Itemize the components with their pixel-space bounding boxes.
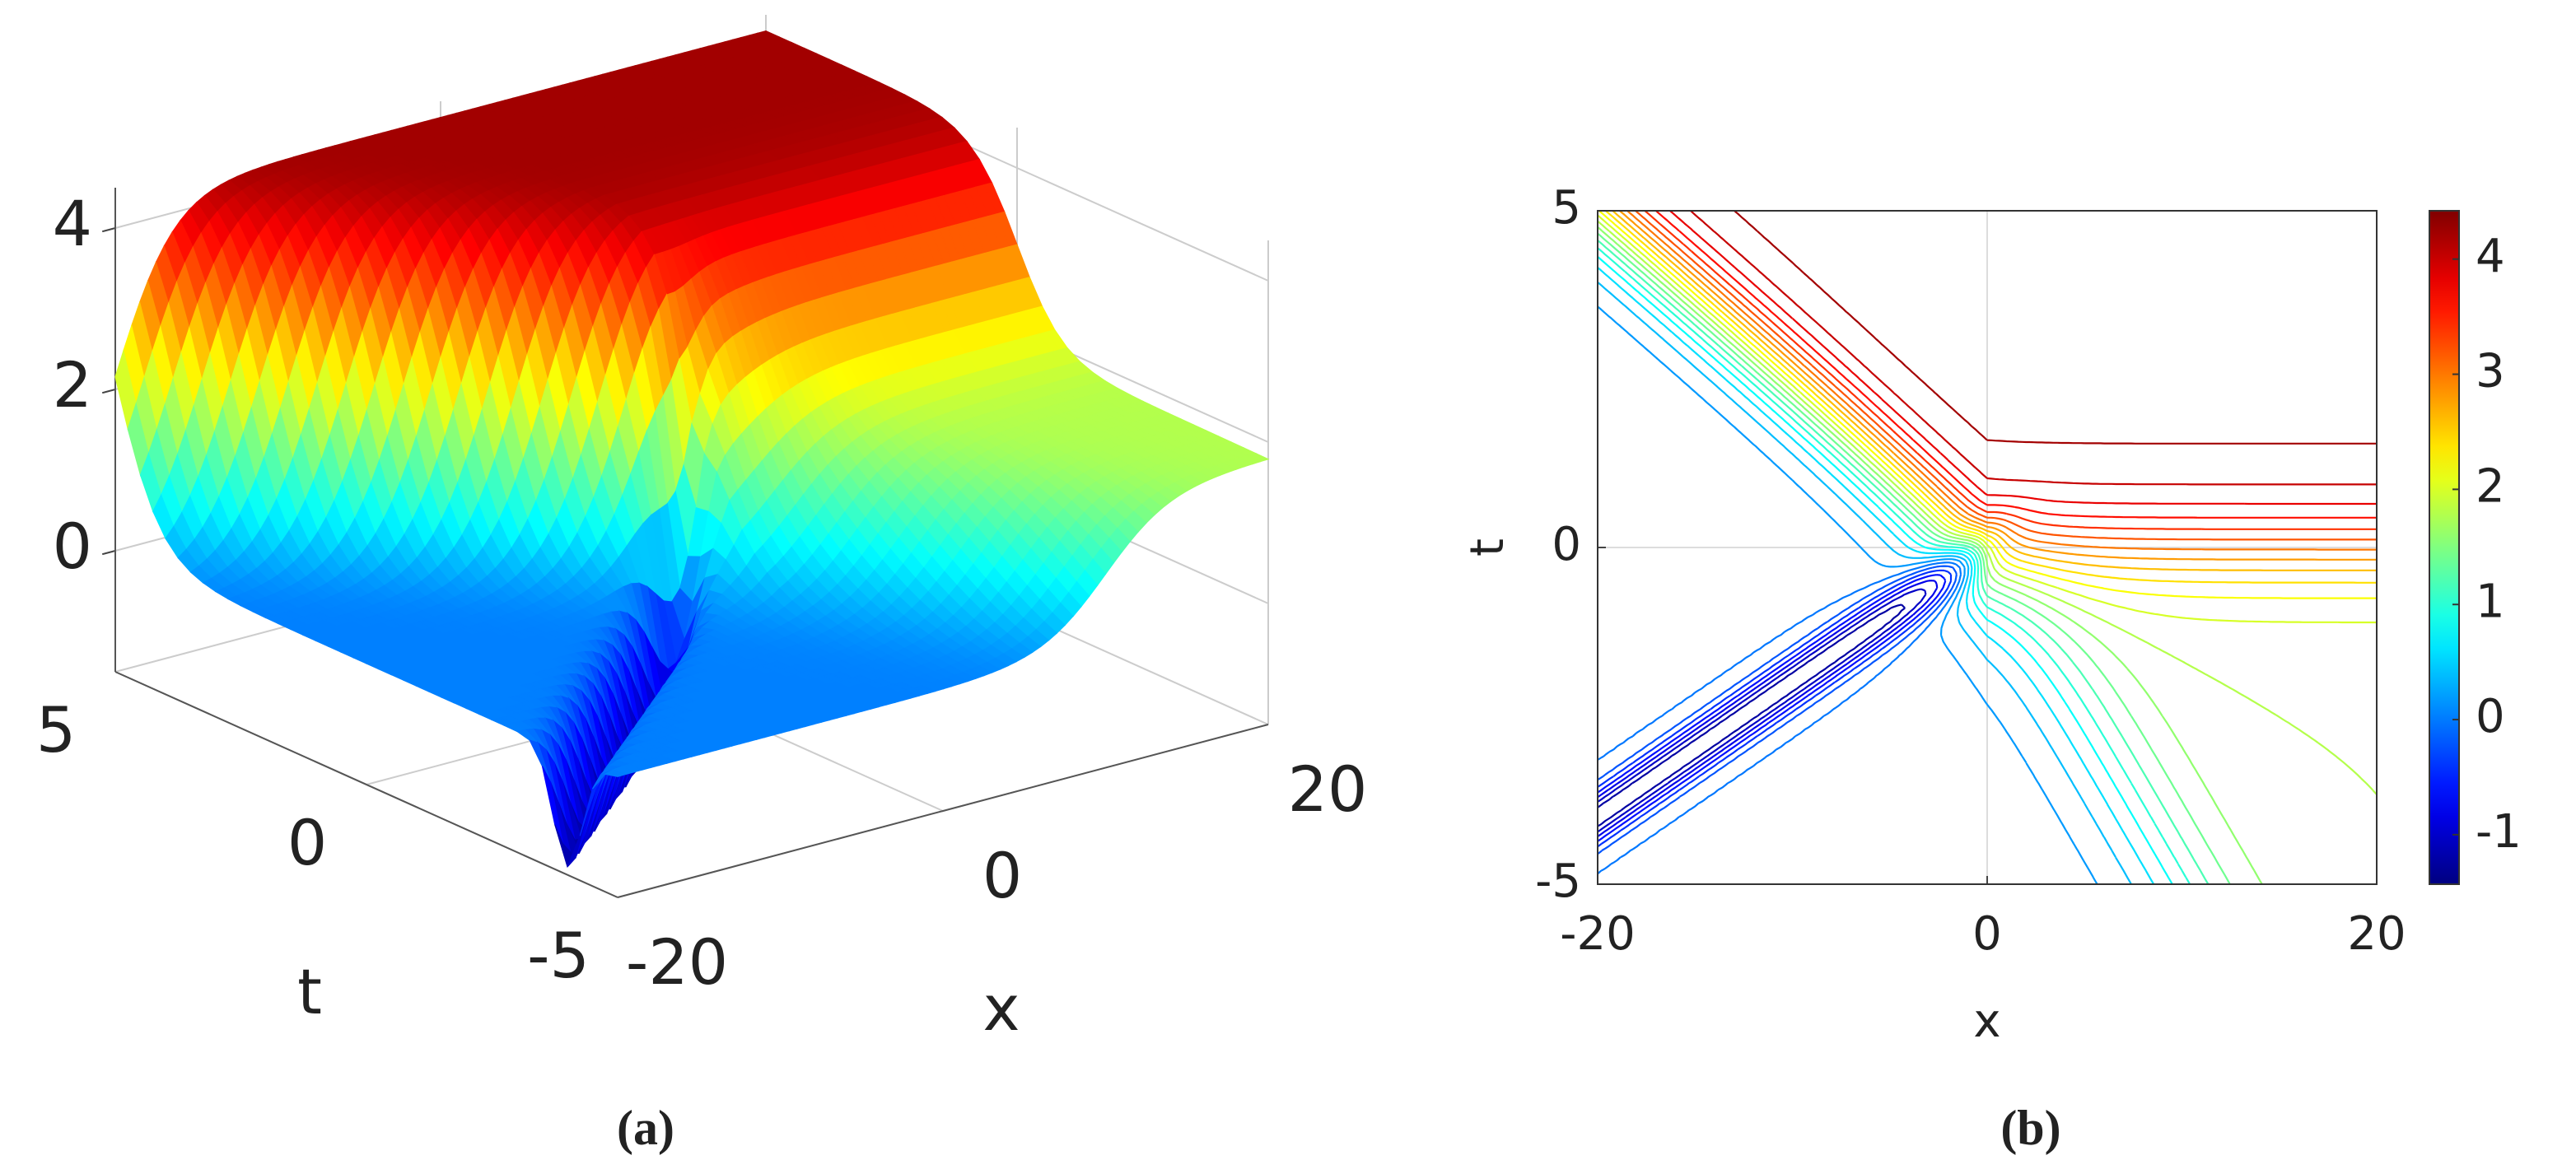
contour-line (1598, 255, 2173, 884)
x-tick-label: -20 (626, 925, 728, 999)
colorbar-tick-label: 1 (2476, 575, 2505, 628)
contour-line (1598, 214, 2377, 624)
contour-line (1598, 226, 2263, 884)
contour-line (1598, 232, 2231, 884)
plot-frame (1597, 210, 2378, 885)
surface-plot: 0 2 4 -20 0 20 -5 0 5 t x (a) (36, 15, 1368, 1155)
contour-line (1598, 281, 2132, 884)
contour-line (1598, 603, 1906, 827)
colorbar-tick-label: 3 (2476, 345, 2505, 398)
contour-plot: -20 0 20 -5 0 5 -1 0 1 2 3 4 x t (b) (1461, 181, 2522, 1155)
colorbar (2429, 210, 2460, 885)
colorbar-tick-label: 4 (2476, 230, 2505, 283)
y-axis (114, 671, 618, 898)
y-tick-label: -5 (527, 919, 590, 992)
tick-mark (101, 550, 116, 556)
y-tick-label: 5 (1552, 181, 1581, 235)
z-tick-label: 4 (53, 187, 92, 260)
tick-mark (101, 227, 116, 233)
y-axis-label: t (297, 955, 322, 1028)
y-axis-label: t (1461, 538, 1514, 557)
contour-line (1598, 580, 1939, 837)
colorbar-tick-label: 2 (2476, 460, 2505, 514)
contour-line (1734, 211, 2377, 445)
contour-line (1644, 211, 2377, 530)
x-tick-label: 20 (1288, 752, 1368, 826)
contour-line (1605, 211, 2377, 584)
x-tick-label: 20 (2347, 907, 2406, 961)
contour-line (1598, 240, 2210, 884)
caption: (b) (2000, 1101, 2060, 1155)
contour-line (1598, 220, 2377, 795)
colorbar-tick-label: 0 (2476, 690, 2505, 743)
surface-patch (603, 769, 628, 777)
y-tick-label: 0 (287, 806, 327, 879)
x-axis (617, 724, 1269, 898)
contour-line (1598, 211, 2377, 599)
x-tick-label: 0 (982, 839, 1022, 912)
caption: (a) (617, 1101, 674, 1155)
contours (1598, 211, 2377, 884)
contour-line (1598, 565, 1958, 855)
surface (114, 30, 1270, 868)
contour-line (1598, 561, 1962, 875)
z-tick-label: 0 (53, 510, 92, 583)
tick-mark (101, 389, 116, 394)
x-tick-label: -20 (1560, 907, 1635, 961)
x-axis-label: x (1973, 995, 2000, 1048)
colorbar-tick-label: -1 (2476, 805, 2522, 859)
z-tick-label: 2 (53, 348, 92, 422)
contour-line (1598, 267, 2155, 884)
y-tick-label: 5 (36, 693, 76, 766)
contour-line (1598, 574, 1947, 842)
contour-line (1598, 305, 2098, 884)
x-axis-label: x (983, 971, 1020, 1045)
contour-line (1598, 247, 2191, 884)
contour-line (1598, 588, 1927, 833)
x-tick-label: 0 (1972, 907, 2002, 961)
y-tick-label: -5 (1535, 855, 1581, 908)
contour-line (1598, 569, 1953, 848)
y-tick-label: 0 (1552, 518, 1581, 571)
